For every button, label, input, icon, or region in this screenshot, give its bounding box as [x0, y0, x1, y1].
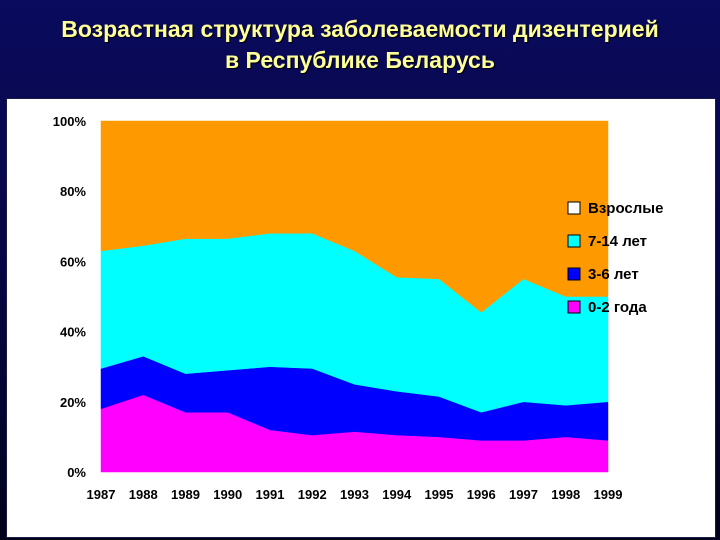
y-tick-label: 80% [60, 184, 86, 199]
y-tick-label: 20% [60, 395, 86, 410]
x-tick-label: 1987 [87, 487, 116, 502]
x-tick-label: 1999 [594, 487, 623, 502]
y-tick-label: 0% [67, 465, 86, 480]
x-tick-label: 1989 [171, 487, 200, 502]
y-tick-label: 60% [60, 254, 86, 269]
x-tick-label: 1996 [467, 487, 496, 502]
y-axis-ticks: 0% 20% 40% 60% 80% 100% [53, 114, 87, 480]
legend-swatch [567, 201, 581, 215]
x-tick-label: 1991 [256, 487, 285, 502]
x-tick-label: 1997 [509, 487, 538, 502]
y-tick-label: 40% [60, 325, 86, 340]
legend-label: 3-6 лет [588, 266, 639, 283]
x-tick-label: 1988 [129, 487, 158, 502]
title-line-1: Возрастная структура заболеваемости дизе… [61, 16, 659, 42]
series-areas [100, 120, 609, 473]
title-line-2: в Республике Беларусь [225, 47, 495, 73]
area-series-3 [100, 120, 609, 313]
legend-label: Взрослые [588, 200, 663, 217]
x-tick-label: 1994 [382, 487, 412, 502]
x-axis-ticks: 1987 1988 1989 1990 1991 1992 1993 1994 1995 1996… [87, 487, 623, 502]
legend-label: 0-2 года [588, 299, 647, 316]
x-tick-label: 1998 [551, 487, 580, 502]
legend-swatch [567, 234, 581, 248]
legend-label: 7-14 лет [588, 233, 647, 250]
x-tick-label: 1992 [298, 487, 327, 502]
y-tick-label: 100% [53, 114, 87, 129]
legend: Взрослые 7-14 лет 3-6 лет 0-2 года [567, 200, 663, 316]
legend-swatch [567, 300, 581, 314]
x-tick-label: 1995 [425, 487, 454, 502]
legend-swatch [567, 267, 581, 281]
slide-title: Возрастная структура заболеваемости дизе… [0, 14, 720, 76]
x-tick-label: 1993 [340, 487, 369, 502]
x-tick-label: 1990 [213, 487, 242, 502]
